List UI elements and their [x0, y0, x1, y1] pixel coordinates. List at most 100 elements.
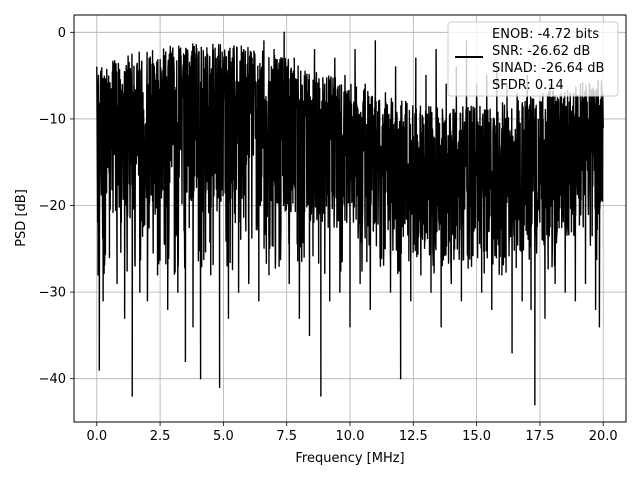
data-point: [288, 282, 290, 285]
data-point: [263, 40, 265, 42]
x-tick-label: 17.5: [525, 429, 554, 444]
data-point: [248, 282, 250, 285]
y-tick-label: −30: [39, 286, 66, 301]
y-tick-label: −10: [39, 112, 66, 127]
data-point: [293, 57, 295, 59]
x-tick-label: 5.0: [213, 429, 234, 444]
data-point: [329, 300, 331, 302]
data-point: [364, 83, 366, 85]
data-point: [258, 300, 260, 302]
data-point: [534, 404, 536, 406]
data-point: [602, 126, 604, 129]
data-point: [227, 317, 230, 319]
data-point: [460, 300, 463, 302]
data-point: [354, 49, 356, 51]
series-line-0: [96, 31, 604, 406]
data-point: [324, 83, 326, 85]
data-point: [394, 66, 397, 68]
data-point: [181, 135, 183, 137]
data-point: [188, 75, 190, 77]
data-point: [108, 256, 111, 259]
data-point: [151, 101, 154, 103]
data-point: [544, 317, 546, 319]
y-axis-label: PSD [dB]: [14, 189, 29, 247]
data-point: [400, 378, 402, 380]
data-point: [430, 291, 432, 293]
data-point: [595, 308, 597, 311]
x-tick-label: 7.5: [276, 429, 297, 444]
data-point: [278, 265, 280, 267]
data-point: [112, 109, 114, 111]
data-point: [192, 326, 194, 328]
x-axis-label: Frequency [MHz]: [295, 451, 404, 466]
data-point: [344, 75, 346, 77]
data-point: [440, 326, 442, 328]
data-point: [384, 92, 387, 94]
data-point: [303, 75, 306, 77]
data-point: [530, 308, 532, 311]
legend-box: [447, 21, 619, 97]
data-point: [127, 92, 130, 94]
data-point: [135, 126, 137, 129]
data-point: [268, 274, 270, 276]
data-point: [143, 109, 145, 111]
data-point: [177, 291, 179, 293]
data-point: [156, 274, 159, 276]
y-tick-label: −40: [39, 372, 66, 387]
data-point: [349, 326, 351, 328]
data-point: [243, 49, 245, 51]
data-point: [445, 83, 447, 85]
data-point: [589, 101, 592, 103]
data-point: [222, 92, 224, 94]
legend-entry-sinad: SINAD: -26.64 dB: [492, 61, 604, 76]
data-point: [334, 57, 336, 59]
data-point: [415, 57, 417, 59]
series-layer: [96, 31, 604, 406]
legend-entry-enob: ENOB: -4.72 bits: [492, 27, 599, 42]
data-point: [584, 282, 587, 285]
data-point: [425, 75, 427, 77]
data-point: [210, 274, 212, 276]
data-point: [283, 31, 285, 33]
data-point: [435, 49, 437, 51]
data-point: [162, 92, 164, 94]
data-point: [559, 101, 561, 103]
data-point: [564, 291, 566, 293]
data-point: [470, 265, 473, 267]
y-tick-label: 0: [58, 26, 66, 41]
data-point: [200, 378, 202, 380]
data-point: [521, 300, 523, 302]
data-point: [237, 291, 240, 293]
data-point: [511, 352, 513, 354]
data-point: [96, 66, 98, 68]
data-point: [131, 395, 133, 397]
x-tick-label: 0.0: [86, 429, 107, 444]
data-point: [98, 369, 100, 371]
data-point: [219, 386, 221, 388]
data-point: [501, 274, 503, 276]
data-point: [205, 83, 207, 85]
data-point: [184, 360, 187, 362]
x-tick-label: 2.5: [150, 429, 171, 444]
data-point: [139, 291, 141, 293]
data-point: [215, 66, 217, 68]
data-point: [574, 300, 576, 302]
legend-entry-sfdr: SFDR: 0.14: [492, 78, 564, 93]
legend-entry-snr: SNR: -26.62 dB: [492, 44, 590, 59]
data-point: [420, 274, 422, 276]
data-point: [146, 300, 149, 302]
x-tick-label: 15.0: [462, 429, 491, 444]
data-point: [298, 317, 300, 319]
data-point: [120, 101, 122, 103]
y-tick-label: −20: [39, 199, 66, 214]
x-tick-label: 10.0: [336, 429, 365, 444]
data-point: [491, 308, 493, 311]
x-tick-label: 12.5: [399, 429, 428, 444]
data-point: [99, 83, 102, 85]
data-point: [539, 101, 541, 103]
data-point: [554, 282, 556, 285]
data-point: [167, 308, 169, 311]
data-point: [410, 300, 412, 302]
